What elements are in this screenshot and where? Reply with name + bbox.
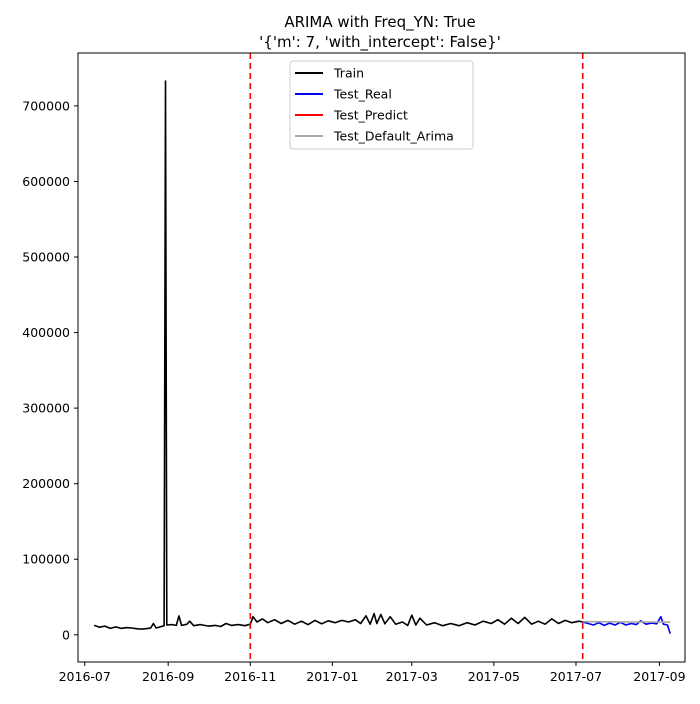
- axes-frame: [77, 52, 686, 663]
- x-tick-label: 2017-03: [386, 669, 438, 684]
- legend-label-test-real: Test_Real: [333, 87, 392, 102]
- x-tick-label: 2017-05: [468, 669, 520, 684]
- x-tick-label: 2016-07: [59, 669, 111, 684]
- plot-area: 0 100000 200000 300000 400000 500000 600000 700…: [22, 52, 686, 684]
- y-tick-label: 500000: [22, 250, 70, 265]
- legend-box: [289, 60, 474, 150]
- y-tick-label: 200000: [22, 476, 70, 491]
- x-tick-label: 2017-07: [550, 669, 602, 684]
- y-tick-label: 600000: [22, 174, 70, 189]
- legend-label-test-default-arima: Test_Default_Arima: [333, 129, 454, 144]
- x-tick-label: 2016-09: [142, 669, 194, 684]
- chart-title: ARIMA with Freq_YN: True: [284, 13, 475, 32]
- series-line-test-real: [582, 615, 671, 634]
- x-tick-label: 2017-01: [306, 669, 358, 684]
- x-tick-label: 2017-09: [633, 669, 685, 684]
- y-tick-label: 300000: [22, 401, 70, 416]
- series-line-train: [93, 80, 583, 630]
- legend-label-train: Train: [333, 66, 364, 81]
- chart-subtitle: '{'m': 7, 'with_intercept': False}': [259, 33, 501, 52]
- legend-label-test-predict: Test_Predict: [333, 108, 408, 123]
- series-line-test-default-arima: [582, 620, 671, 623]
- y-tick-label: 100000: [22, 552, 70, 567]
- y-tick-label: 700000: [22, 98, 70, 113]
- y-tick-label: 400000: [22, 325, 70, 340]
- y-tick-label: 0: [62, 627, 70, 642]
- x-tick-label: 2016-11: [224, 669, 276, 684]
